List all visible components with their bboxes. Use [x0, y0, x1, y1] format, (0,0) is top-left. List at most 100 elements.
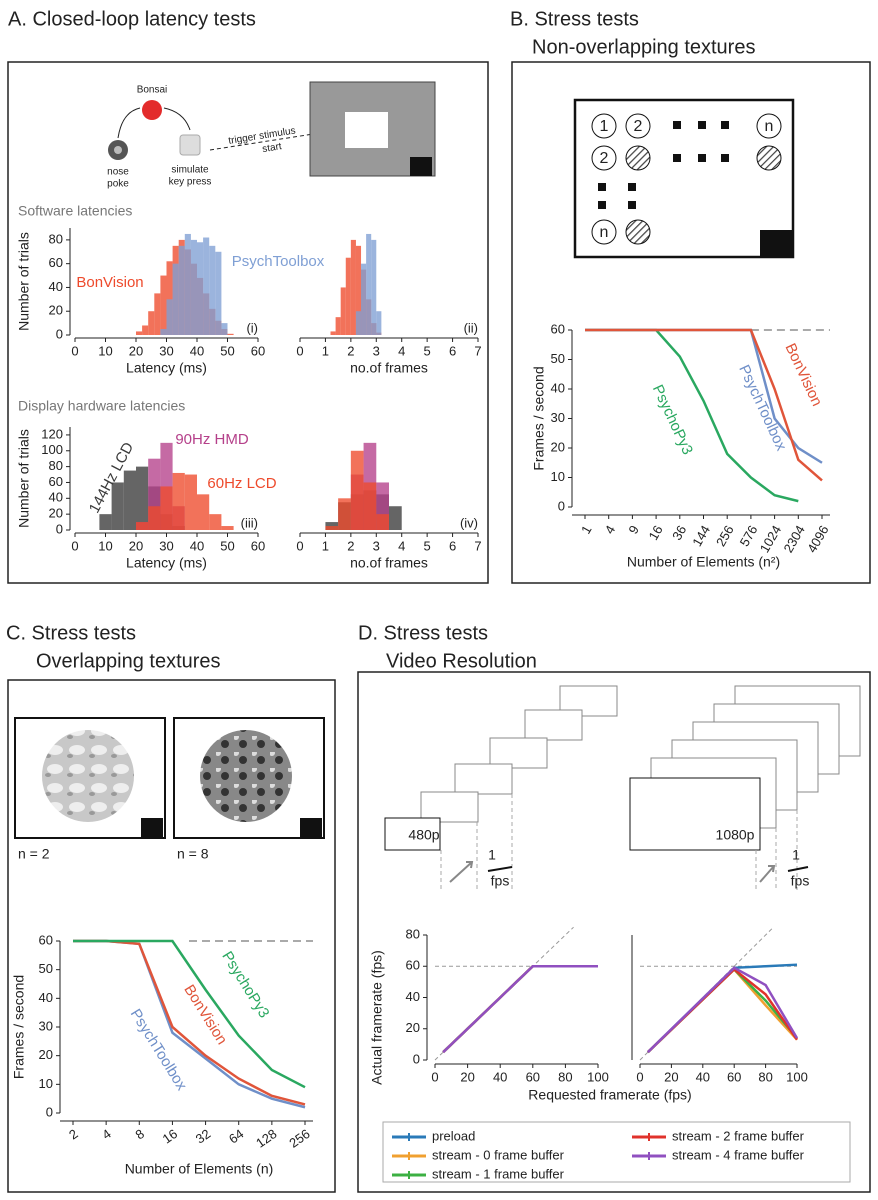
frame	[454, 763, 513, 795]
photodiode-patch	[760, 230, 793, 257]
histogram-bar	[136, 466, 149, 530]
y-tick-label: 60	[49, 255, 63, 270]
series-label: 60Hz LCD	[207, 475, 276, 492]
histogram-bar	[215, 251, 222, 335]
rate-label: 1	[488, 847, 496, 863]
element	[591, 113, 617, 139]
y-tick-label: 80	[49, 458, 63, 473]
x-tick-label: 16	[160, 1126, 180, 1147]
y-tick-label: 120	[41, 426, 63, 441]
x-tick-label: 100	[786, 1069, 808, 1084]
y-tick-label: 0	[56, 326, 63, 341]
key-icon	[179, 134, 201, 156]
x-axis-label: Number of Elements (n)	[125, 1161, 274, 1177]
resolution-label: 480p	[408, 827, 439, 843]
x-tick-label: 2	[347, 343, 354, 358]
histogram-bar	[184, 474, 197, 530]
histogram-bar	[203, 237, 210, 335]
x-tick-label: 1024	[757, 523, 784, 556]
panel-annotation: (iv)	[460, 515, 478, 530]
histogram-bar	[227, 333, 234, 335]
fraction-bar	[487, 866, 513, 872]
x-axis-label: Number of Elements (n²)	[627, 554, 780, 570]
element	[756, 113, 782, 139]
caption: n = 2	[18, 846, 50, 862]
x-tick-label: 576	[737, 523, 761, 549]
arrow	[759, 865, 776, 883]
x-tick-label: 4	[99, 1126, 114, 1142]
x-axis-label: no.of frames	[350, 360, 428, 376]
x-tick-label: 6	[449, 343, 456, 358]
y-tick-label: 60	[49, 474, 63, 489]
panel-subheading: Video Resolution	[386, 650, 537, 672]
diagram-d	[384, 685, 861, 890]
screen	[573, 98, 795, 259]
panel-annotation: (i)	[246, 320, 258, 335]
element-label: 2	[600, 150, 609, 167]
y-tick-label: 100	[41, 442, 63, 457]
histogram-bar	[371, 239, 377, 335]
histogram-bar	[136, 331, 143, 335]
x-tick-label: 144	[689, 523, 713, 549]
series-label: PsychToolbox	[127, 1006, 191, 1094]
histogram-bar	[376, 311, 382, 335]
histogram-bar	[209, 514, 222, 530]
legend-frame	[382, 1121, 851, 1183]
x-tick-label: 32	[193, 1126, 213, 1147]
diagram-b: 1 2 2 n n n	[573, 98, 795, 259]
panel-heading: A. Closed-loop latency tests	[8, 8, 256, 30]
histogram-bar	[197, 494, 210, 530]
photodiode-patch	[410, 157, 432, 176]
diagram-label: poke	[107, 179, 129, 190]
histogram-bar	[172, 472, 185, 530]
series-label: BonVision	[76, 274, 143, 291]
y-tick-label: 20	[551, 439, 565, 454]
histogram-bar	[338, 498, 351, 530]
histogram-bar	[197, 242, 204, 335]
series-label: PsychoPy3	[218, 948, 272, 1021]
x-axis-label: Latency (ms)	[126, 555, 207, 571]
x-tick-label: 40	[493, 1069, 507, 1084]
legend-label: preload	[432, 1128, 475, 1143]
y-tick-label: 40	[49, 490, 63, 505]
y-tick-label: 40	[39, 990, 53, 1005]
x-tick-label: 7	[474, 343, 481, 358]
y-axis-label: Frames / second	[11, 975, 27, 1079]
x-tick-label: 1	[322, 538, 329, 553]
panel-frame	[7, 679, 336, 1193]
y-axis-label: Frames / second	[531, 366, 547, 470]
diagram-label: key press	[169, 177, 212, 188]
rate-label: fps	[791, 873, 810, 889]
histogram-bar	[361, 263, 367, 335]
histogram-bar	[363, 482, 377, 530]
y-tick-label: 0	[413, 1051, 420, 1066]
x-tick-label: 60	[251, 343, 265, 358]
element-label: n	[765, 118, 774, 135]
diagram-label: start	[262, 141, 283, 155]
x-tick-label: 4096	[804, 523, 831, 556]
x-tick-label: 0	[71, 343, 78, 358]
y-tick-label: 60	[551, 321, 565, 336]
y-tick-label: 20	[406, 1020, 420, 1035]
histogram-bar	[148, 311, 155, 335]
y-tick-label: 40	[49, 279, 63, 294]
histogram-bar	[172, 263, 179, 335]
legend-label: stream - 1 frame buffer	[432, 1166, 565, 1181]
panel-subheading: Overlapping textures	[36, 650, 221, 672]
element	[591, 145, 617, 171]
frame	[524, 709, 583, 741]
x-tick-label: 1	[322, 343, 329, 358]
x-tick-label: 64	[226, 1126, 246, 1147]
x-tick-label: 6	[449, 538, 456, 553]
arrow	[163, 107, 191, 131]
y-tick-label: 20	[49, 506, 63, 521]
y-axis-label: Number of trials	[16, 232, 32, 331]
bonsai-icon	[142, 100, 162, 120]
panel-annotation: (iii)	[241, 515, 258, 530]
x-tick-label: 40	[190, 343, 204, 358]
panel-subheading: Non-overlapping textures	[532, 36, 755, 58]
y-tick-label: 20	[49, 303, 63, 318]
element	[591, 219, 617, 245]
x-tick-label: 4	[398, 343, 405, 358]
element-label: n	[600, 224, 609, 241]
